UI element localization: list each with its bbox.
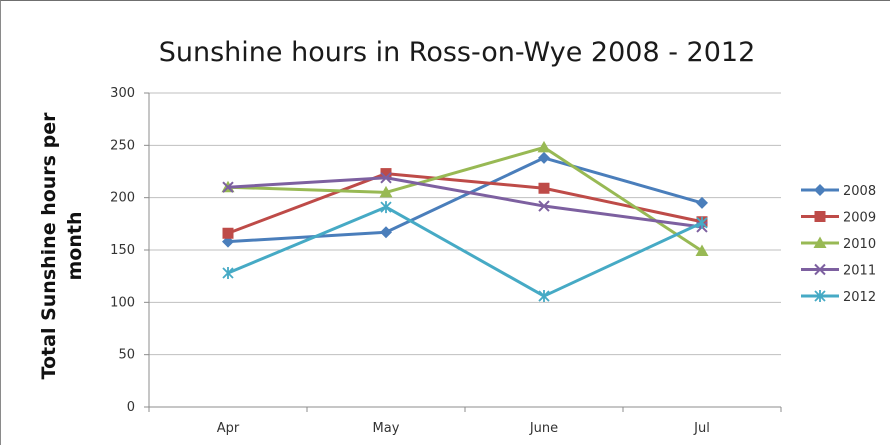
- data-point: [380, 226, 392, 239]
- data-point: [380, 201, 392, 214]
- data-point: [814, 290, 826, 302]
- data-point: [222, 267, 234, 280]
- data-point: [379, 185, 393, 198]
- data-point: [538, 151, 550, 164]
- legend-item-2012: 2012: [801, 290, 876, 305]
- data-point: [538, 200, 550, 212]
- legend-item-2011: 2011: [801, 264, 876, 279]
- series-group: [221, 140, 709, 303]
- y-tick-label: 200: [110, 191, 135, 206]
- series-2008: [222, 151, 708, 248]
- axes: 0 50 100 150 200 250 300 Apr May June Jul: [110, 86, 782, 436]
- legend-item-2010: 2010: [801, 236, 876, 252]
- legend: 2008 2009 2010 2011 2012: [801, 184, 876, 305]
- data-point: [222, 181, 234, 193]
- x-tick-label: May: [373, 421, 400, 436]
- y-tick-label: 150: [110, 243, 135, 258]
- data-point: [538, 182, 550, 194]
- data-point: [380, 172, 392, 184]
- x-tick-label: June: [529, 421, 558, 436]
- x-tick-label: Apr: [217, 421, 240, 436]
- y-tick-label: 300: [110, 86, 135, 101]
- data-point: [814, 263, 826, 276]
- legend-label: 2011: [843, 264, 876, 279]
- series-line: [227, 205, 703, 298]
- chart-title: Sunshine hours in Ross-on-Wye 2008 - 201…: [159, 37, 756, 68]
- data-point: [696, 196, 708, 209]
- data-point: [380, 168, 392, 180]
- data-point: [814, 184, 826, 196]
- legend-label: 2010: [843, 237, 876, 252]
- y-tick-label: 0: [127, 400, 135, 415]
- data-point: [222, 227, 234, 239]
- data-point: [695, 244, 709, 257]
- legend-item-2009: 2009: [801, 211, 876, 226]
- data-point: [814, 211, 826, 222]
- data-point: [813, 236, 827, 248]
- series-2012: [222, 201, 708, 303]
- legend-label: 2012: [843, 290, 876, 305]
- series-line: [227, 156, 703, 244]
- series-line: [227, 172, 703, 235]
- legend-label: 2008: [843, 184, 876, 199]
- y-tick-label: 100: [110, 295, 135, 310]
- series-line: [227, 176, 703, 229]
- legend-item-2008: 2008: [801, 184, 876, 199]
- y-tick-label: 250: [110, 138, 135, 153]
- series-line: [227, 145, 703, 253]
- data-point: [538, 290, 550, 303]
- y-axis-label-line-2: month: [64, 212, 86, 281]
- y-tick-label: 50: [118, 348, 135, 363]
- x-tick-label: Jul: [693, 421, 710, 436]
- legend-label: 2009: [843, 211, 876, 226]
- data-point: [696, 216, 708, 229]
- y-axis-label-line-1: Total Sunshine hours per: [38, 112, 60, 380]
- series-2009: [222, 168, 708, 239]
- data-point: [537, 140, 551, 153]
